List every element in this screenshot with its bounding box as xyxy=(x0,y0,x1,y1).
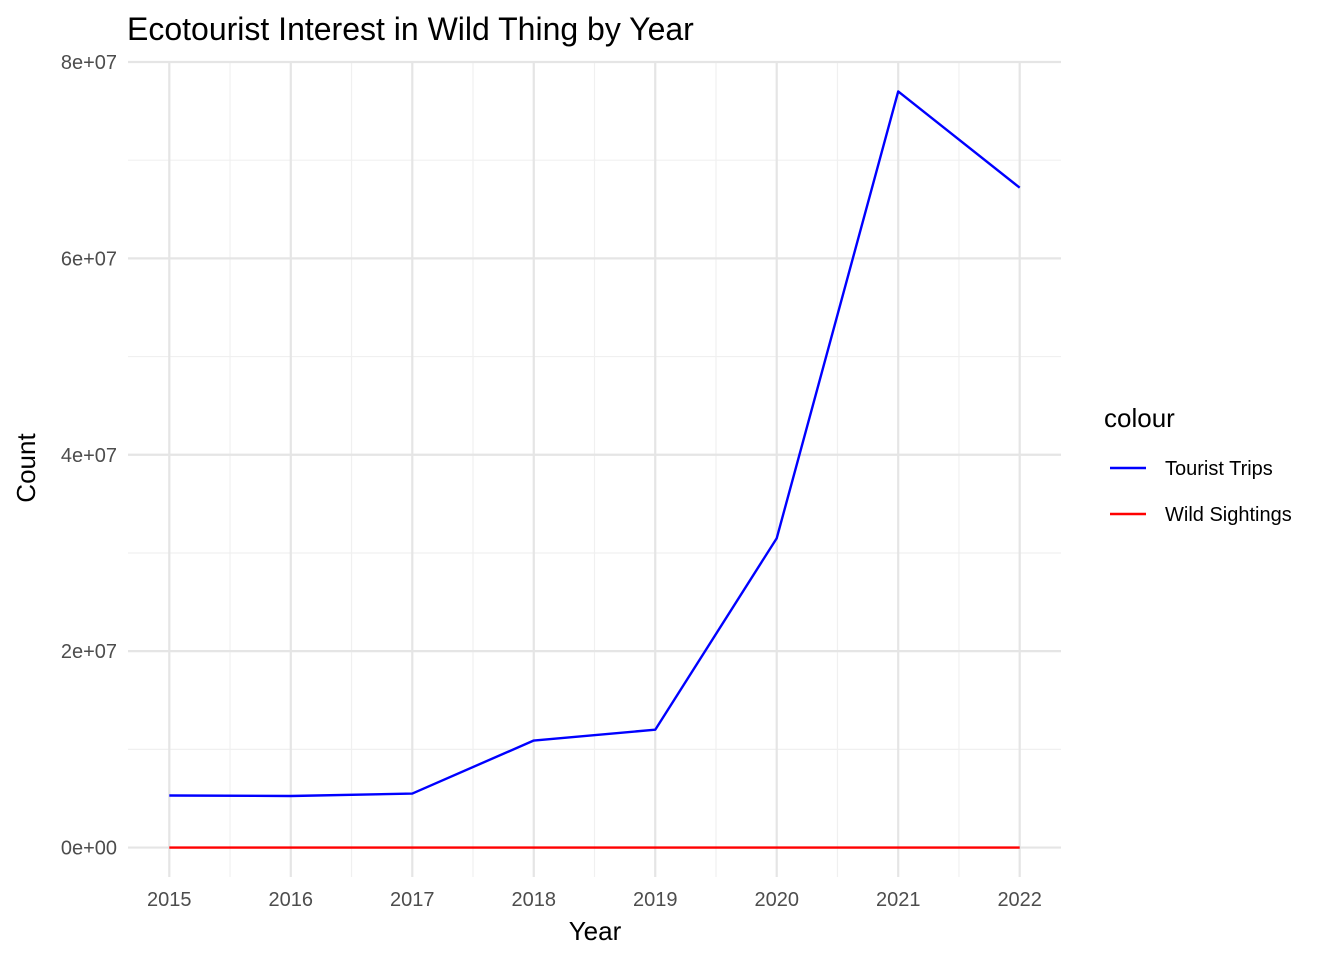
y-tick-label: 6e+07 xyxy=(61,248,117,270)
legend-title: colour xyxy=(1104,403,1175,433)
chart-title: Ecotourist Interest in Wild Thing by Yea… xyxy=(127,11,694,47)
legend-label-wild-sightings: Wild Sightings xyxy=(1165,504,1292,526)
legend-label-tourist-trips: Tourist Trips xyxy=(1165,458,1273,480)
x-tick-label: 2019 xyxy=(633,889,678,911)
axis-layer: 2015 2016 2017 2018 2019 2020 2021 2022 0e+00 2e+… xyxy=(61,52,1042,911)
y-tick-label: 2e+07 xyxy=(61,641,117,663)
x-tick-label: 2020 xyxy=(754,889,799,911)
y-tick-label: 0e+00 xyxy=(61,838,117,860)
legend: colour Tourist Trips Wild Sightings xyxy=(1104,403,1292,526)
legend-items: Tourist Trips Wild Sightings xyxy=(1110,458,1292,526)
grid-layer xyxy=(128,60,1061,877)
y-tick-label: 8e+07 xyxy=(61,52,117,74)
x-tick-label: 2017 xyxy=(390,889,435,911)
y-axis-title: Count xyxy=(11,433,41,503)
series-line-tourist-trips xyxy=(169,90,1021,798)
x-tick-label: 2021 xyxy=(876,889,921,911)
x-tick-label: 2015 xyxy=(147,889,192,911)
x-tick-label: 2016 xyxy=(269,889,314,911)
x-tick-label: 2018 xyxy=(512,889,557,911)
series-layer xyxy=(169,90,1021,849)
y-tick-label: 4e+07 xyxy=(61,445,117,467)
x-tick-label: 2022 xyxy=(997,889,1042,911)
x-axis-title: Year xyxy=(569,916,622,946)
